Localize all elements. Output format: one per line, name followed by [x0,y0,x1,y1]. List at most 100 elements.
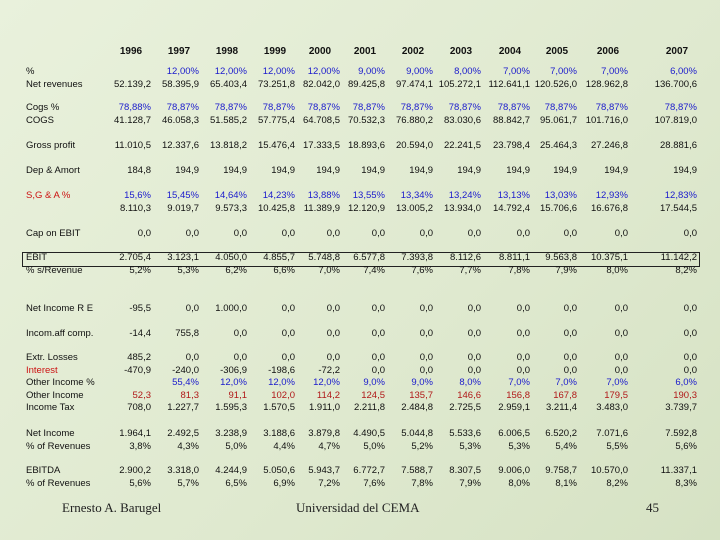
year-header: 2006 [596,46,620,57]
cell-value: 6,2% [225,265,247,276]
cell-value: 57.775,4 [258,115,295,126]
cell-value: 13,03% [544,190,577,201]
cell-value: 8,3% [675,478,697,489]
cell-value: 112.641,1 [488,79,530,90]
cell-value: 0,0 [281,303,295,314]
cell-value: 4,4% [273,441,295,452]
cell-value: 0,0 [563,228,577,239]
cell-value: 120.526,0 [534,79,577,90]
cell-value: 0,0 [326,228,340,239]
cell-value: 3.739,7 [665,402,697,413]
cell-value: 70.532,3 [348,115,385,126]
cell-value: 12.337,6 [162,140,199,151]
cell-value: 0,0 [614,352,628,363]
cell-value: 8.110,3 [120,203,151,214]
cell-value: 27.246,8 [591,140,628,151]
cell-value: 0,0 [683,303,697,314]
cell-value: 0,0 [371,328,385,339]
cell-value: 105.272,1 [438,79,481,90]
cell-value: 12,0% [220,377,247,388]
cell-value: 0,0 [233,228,247,239]
row-label: Incom.aff comp. [26,328,94,339]
cell-value: 3.188,6 [263,428,295,439]
year-header: 2004 [498,46,522,57]
cell-value: 23.798,4 [493,140,530,151]
cell-value: 13,34% [400,190,433,201]
cell-value: 78,87% [664,102,697,113]
cell-value: 10.425,8 [258,203,295,214]
cell-value: 12,83% [664,190,697,201]
cell-value: 9,0% [411,377,433,388]
year-header: 1999 [263,46,287,57]
cell-value: 97.474,1 [396,79,433,90]
cell-value: 7.393,8 [401,252,433,263]
cell-value: 0,0 [467,328,481,339]
cell-value: 4.050,0 [215,252,247,263]
cell-value: 78,87% [595,102,628,113]
institution: Universidad del CEMA [296,500,420,515]
cell-value: 7,0% [508,377,530,388]
cell-value: 9.758,7 [545,465,577,476]
cell-value: 0,0 [563,303,577,314]
cell-value: 3,8% [129,441,151,452]
cell-value: 78,87% [214,102,247,113]
cell-value: -72,2 [318,365,340,376]
cell-value: 5,6% [675,441,697,452]
cell-value: 9,00% [358,66,385,77]
cell-value: 12,00% [262,66,295,77]
cell-value: 22.241,5 [444,140,481,151]
cell-value: 88.842,7 [493,115,530,126]
row-label: Cogs % [26,102,60,113]
cell-value: 2.484,8 [401,402,433,413]
year-header: 1997 [167,46,191,57]
row-label: Cap on EBIT [26,228,81,239]
row-label: COGS [26,115,54,126]
cell-value: 0,0 [467,352,481,363]
cell-value: 135,7 [409,390,433,401]
row-label: EBITDA [26,465,61,476]
cell-value: 6.772,7 [353,465,385,476]
cell-value: 78,87% [166,102,199,113]
cell-value: 2.725,5 [449,402,481,413]
cell-value: 12,00% [166,66,199,77]
cell-value: 6.006,5 [498,428,530,439]
cell-value: 3.879,8 [308,428,340,439]
cell-value: 8,00% [454,66,481,77]
cell-value: 0,0 [281,352,295,363]
cell-value: 4.490,5 [353,428,385,439]
cell-value: 7,4% [363,265,385,276]
cell-value: -240,0 [172,365,199,376]
cell-value: 15.476,4 [258,140,295,151]
cell-value: 64.708,5 [303,115,340,126]
cell-value: 102,0 [271,390,295,401]
cell-value: 11.337,1 [660,465,697,476]
cell-value: 25.464,3 [540,140,577,151]
cell-value: 4,3% [177,441,199,452]
cell-value: 128.962,8 [585,79,628,90]
cell-value: 0,0 [563,328,577,339]
cell-value: 1.000,0 [215,303,247,314]
cell-value: 7,00% [601,66,628,77]
cell-value: 146,6 [457,390,481,401]
cell-value: 1.964,1 [119,428,151,439]
cell-value: 7,0% [555,377,577,388]
cell-value: 2.492,5 [167,428,199,439]
cell-value: 0,0 [467,228,481,239]
cell-value: 124,5 [361,390,385,401]
cell-value: 13,24% [448,190,481,201]
cell-value: 13.934,0 [444,203,481,214]
cell-value: 5.050,6 [263,465,295,476]
cell-value: 78,87% [262,102,295,113]
year-header: 1998 [215,46,239,57]
cell-value: 7,9% [459,478,481,489]
cell-value: 8,1% [555,478,577,489]
cell-value: 0,0 [185,228,199,239]
cell-value: 15,6% [124,190,151,201]
cell-value: 89.425,8 [348,79,385,90]
cell-value: 82.042,0 [303,79,340,90]
cell-value: 58.395,9 [162,79,199,90]
row-label: % of Revenues [26,478,91,489]
cell-value: 12,0% [268,377,295,388]
cell-value: 0,0 [516,228,530,239]
cell-value: 0,0 [683,352,697,363]
